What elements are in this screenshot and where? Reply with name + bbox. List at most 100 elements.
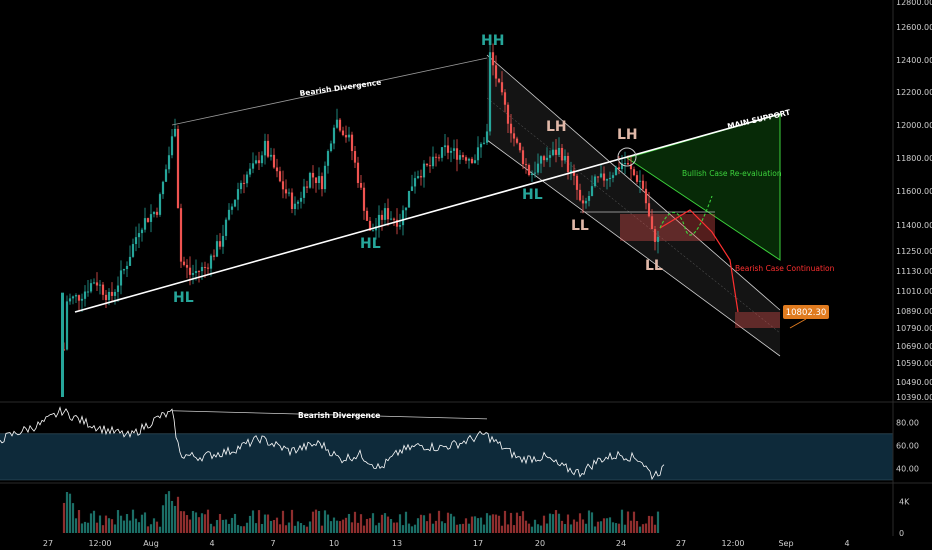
volume-bar: [179, 511, 183, 533]
volume-bar: [149, 524, 153, 533]
candle-body: [581, 200, 585, 204]
x-tick-label: 12:00: [721, 539, 744, 548]
volume-bar: [227, 523, 231, 533]
candle-body: [542, 156, 546, 161]
candle-body: [536, 163, 540, 173]
volume-bar: [542, 515, 546, 533]
volume-bar: [605, 518, 609, 533]
candle-body: [380, 214, 384, 220]
volume-bar: [329, 521, 333, 533]
volume-bar: [71, 503, 75, 533]
candle-body: [188, 267, 192, 275]
volume-bar: [347, 513, 351, 533]
candle-body: [140, 229, 144, 234]
volume-bar: [95, 522, 99, 533]
candle-body: [656, 236, 660, 242]
volume-bar: [296, 521, 300, 533]
candle-body: [95, 282, 99, 286]
volume-bar: [242, 526, 246, 533]
candle-body: [620, 163, 624, 170]
candle-body: [404, 207, 408, 211]
candle-body: [368, 220, 372, 231]
candle-body: [209, 255, 213, 269]
volume-bar: [620, 509, 624, 533]
volume-bar: [392, 522, 396, 533]
candle-body: [215, 241, 219, 257]
x-tick-label: 12:00: [88, 539, 111, 548]
volume-bar: [167, 491, 171, 533]
volume-bar: [404, 511, 408, 533]
volume-bar: [194, 512, 198, 533]
candle-body: [383, 208, 387, 220]
volume-bar: [410, 526, 414, 533]
candle-body: [548, 155, 552, 158]
candle-body: [485, 131, 489, 143]
candle-body: [644, 188, 648, 204]
candle-body: [386, 208, 390, 220]
volume-bar: [341, 519, 345, 533]
volume-bar: [218, 513, 222, 533]
volume-bar: [464, 518, 468, 533]
volume-bar: [422, 515, 426, 533]
volume-bar: [452, 516, 456, 533]
volume-bar: [650, 516, 654, 533]
volume-bar: [152, 518, 156, 533]
candle-body: [545, 157, 549, 161]
candle-body: [410, 186, 414, 191]
volume-bar: [437, 510, 441, 533]
candle-body: [170, 136, 174, 156]
price-tick-label: 11400.00: [896, 221, 932, 230]
candle-body: [641, 180, 645, 189]
candle-body: [629, 164, 633, 170]
volume-bar: [113, 524, 117, 533]
annotation-bullish-case: Bullish Case Re-evaluation: [682, 169, 782, 178]
target-zone: [735, 312, 780, 328]
candle-body: [506, 104, 510, 124]
volume-bar: [467, 523, 471, 533]
candle-body: [602, 173, 606, 181]
volume-bar: [653, 524, 657, 533]
candle-body: [353, 151, 357, 163]
candle-body: [257, 160, 261, 164]
candle-body: [635, 175, 639, 182]
candle-body: [191, 273, 195, 275]
candle-body: [260, 155, 264, 164]
candle-body: [650, 216, 654, 230]
volume-bar: [245, 522, 249, 533]
volume-bar: [380, 514, 384, 533]
candle-body: [521, 150, 525, 165]
resistance-zone: [620, 214, 715, 241]
volume-bar: [212, 526, 216, 533]
candle-body: [428, 165, 432, 167]
swing-label-hl-1: HL: [173, 290, 194, 306]
candle-body: [452, 148, 456, 151]
volume-bar: [479, 517, 483, 533]
volume-bar: [293, 525, 297, 533]
candle-body: [281, 181, 285, 190]
candle-body: [167, 155, 171, 170]
candle-body: [308, 172, 312, 188]
volume-tick-label: 0: [899, 529, 904, 538]
volume-bar: [590, 512, 594, 533]
candle-body: [206, 267, 210, 269]
volume-bar: [641, 524, 645, 533]
volume-bar: [107, 518, 111, 533]
volume-bar: [350, 522, 354, 533]
x-tick-label: Sep: [778, 539, 793, 548]
candle-body: [266, 140, 270, 157]
volume-bar: [581, 519, 585, 533]
volume-bar: [524, 520, 528, 533]
price-tick-label: 10490.00: [896, 378, 932, 387]
candle-body: [413, 178, 417, 187]
x-tick-label: 27: [43, 539, 53, 548]
candle-body: [518, 142, 522, 151]
candle-body: [605, 179, 609, 181]
volume-bar: [530, 526, 534, 533]
candle-body: [617, 167, 621, 170]
volume-bar: [137, 522, 141, 533]
volume-bar: [155, 521, 159, 533]
volume-bar: [461, 523, 465, 533]
candle-body: [338, 119, 342, 131]
candle-body: [101, 284, 105, 295]
